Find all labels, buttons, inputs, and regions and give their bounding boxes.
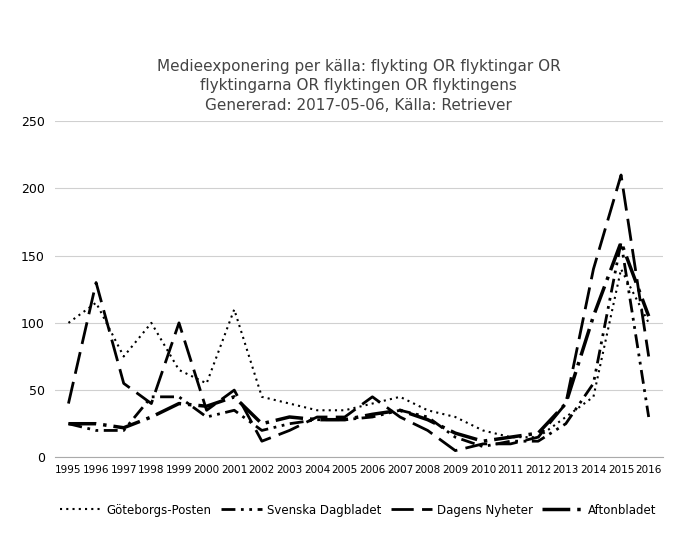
Göteborgs-Posten <box>561 414 570 420</box>
Göteborgs-Posten <box>396 393 404 400</box>
Svenska Dagbladet <box>507 438 515 445</box>
Dagens Nyheter <box>507 441 515 447</box>
Göteborgs-Posten <box>120 353 128 360</box>
Svenska Dagbladet <box>64 420 72 427</box>
Göteborgs-Posten <box>368 400 376 407</box>
Göteborgs-Posten <box>285 400 294 407</box>
Dagens Nyheter <box>534 434 542 440</box>
Göteborgs-Posten <box>175 366 183 373</box>
Svenska Dagbladet <box>479 443 487 450</box>
Svenska Dagbladet <box>230 407 238 414</box>
Aftonbladet <box>479 438 487 445</box>
Aftonbladet <box>645 313 653 320</box>
Aftonbladet <box>451 430 460 436</box>
Title: Medieexponering per källa: flykting OR flyktingar OR
flyktingarna OR flyktingen : Medieexponering per källa: flykting OR f… <box>156 58 561 113</box>
Dagens Nyheter <box>285 427 294 434</box>
Dagens Nyheter <box>617 172 625 179</box>
Göteborgs-Posten <box>645 320 653 326</box>
Aftonbladet <box>341 417 349 423</box>
Göteborgs-Posten <box>423 407 432 414</box>
Aftonbladet <box>368 411 376 418</box>
Svenska Dagbladet <box>368 414 376 420</box>
Göteborgs-Posten <box>92 299 100 306</box>
Legend: Göteborgs-Posten, Svenska Dagbladet, Dagens Nyheter, Aftonbladet: Göteborgs-Posten, Svenska Dagbladet, Dag… <box>60 504 657 517</box>
Aftonbladet <box>313 417 321 423</box>
Aftonbladet <box>285 414 294 420</box>
Svenska Dagbladet <box>561 420 570 427</box>
Dagens Nyheter <box>230 387 238 393</box>
Göteborgs-Posten <box>64 320 72 326</box>
Svenska Dagbladet <box>589 380 598 387</box>
Göteborgs-Posten <box>479 427 487 434</box>
Dagens Nyheter <box>148 400 156 407</box>
Göteborgs-Posten <box>257 393 266 400</box>
Dagens Nyheter <box>396 414 404 420</box>
Göteborgs-Posten <box>451 414 460 420</box>
Dagens Nyheter <box>423 427 432 434</box>
Aftonbladet <box>203 403 211 409</box>
Dagens Nyheter <box>313 414 321 420</box>
Aftonbladet <box>507 434 515 440</box>
Svenska Dagbladet <box>313 417 321 423</box>
Svenska Dagbladet <box>257 427 266 434</box>
Göteborgs-Posten <box>617 266 625 272</box>
Dagens Nyheter <box>479 441 487 447</box>
Svenska Dagbladet <box>285 420 294 427</box>
Göteborgs-Posten <box>341 407 349 414</box>
Aftonbladet <box>120 424 128 431</box>
Aftonbladet <box>230 393 238 400</box>
Svenska Dagbladet <box>120 427 128 434</box>
Aftonbladet <box>64 420 72 427</box>
Aftonbladet <box>561 400 570 407</box>
Aftonbladet <box>92 420 100 427</box>
Dagens Nyheter <box>175 320 183 326</box>
Svenska Dagbladet <box>534 438 542 445</box>
Svenska Dagbladet <box>341 417 349 423</box>
Dagens Nyheter <box>257 438 266 445</box>
Line: Svenska Dagbladet: Svenska Dagbladet <box>68 242 649 446</box>
Svenska Dagbladet <box>92 427 100 434</box>
Dagens Nyheter <box>561 400 570 407</box>
Aftonbladet <box>257 420 266 427</box>
Svenska Dagbladet <box>175 393 183 400</box>
Aftonbladet <box>175 400 183 407</box>
Dagens Nyheter <box>368 393 376 400</box>
Dagens Nyheter <box>645 353 653 360</box>
Aftonbladet <box>423 417 432 423</box>
Line: Aftonbladet: Aftonbladet <box>68 242 649 441</box>
Dagens Nyheter <box>64 400 72 407</box>
Göteborgs-Posten <box>230 306 238 313</box>
Dagens Nyheter <box>589 266 598 272</box>
Aftonbladet <box>534 430 542 436</box>
Göteborgs-Posten <box>313 407 321 414</box>
Svenska Dagbladet <box>203 414 211 420</box>
Dagens Nyheter <box>341 414 349 420</box>
Göteborgs-Posten <box>589 393 598 400</box>
Svenska Dagbladet <box>617 239 625 246</box>
Dagens Nyheter <box>120 380 128 387</box>
Göteborgs-Posten <box>148 320 156 326</box>
Göteborgs-Posten <box>534 434 542 440</box>
Svenska Dagbladet <box>451 434 460 440</box>
Aftonbladet <box>589 313 598 320</box>
Aftonbladet <box>148 414 156 420</box>
Svenska Dagbladet <box>396 407 404 414</box>
Aftonbladet <box>617 239 625 246</box>
Svenska Dagbladet <box>148 393 156 400</box>
Göteborgs-Posten <box>507 434 515 440</box>
Line: Dagens Nyheter: Dagens Nyheter <box>68 175 649 451</box>
Göteborgs-Posten <box>203 380 211 387</box>
Svenska Dagbladet <box>645 414 653 420</box>
Svenska Dagbladet <box>423 414 432 420</box>
Dagens Nyheter <box>451 447 460 454</box>
Aftonbladet <box>396 407 404 414</box>
Dagens Nyheter <box>92 279 100 286</box>
Dagens Nyheter <box>203 407 211 414</box>
Line: Göteborgs-Posten: Göteborgs-Posten <box>68 269 649 437</box>
